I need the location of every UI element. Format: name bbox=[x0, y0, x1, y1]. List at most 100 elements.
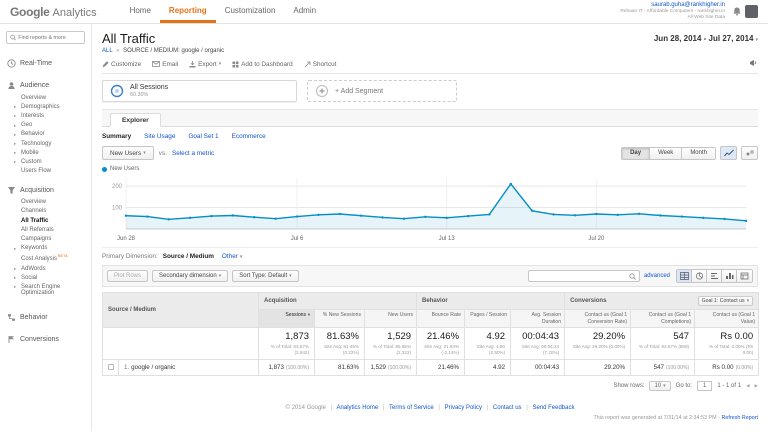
column-header-goal-completions[interactable]: Contact us (Goal 1 Completions) bbox=[630, 308, 696, 329]
breadcrumb-all-link[interactable]: ALL bbox=[102, 48, 113, 54]
table-search-box[interactable] bbox=[527, 270, 640, 282]
sort-type-button[interactable]: Sort Type: Default ▾ bbox=[232, 270, 299, 282]
add-segment-button[interactable]: + Add Segment bbox=[307, 80, 457, 102]
sidebar-item-all-traffic[interactable]: All Traffic bbox=[21, 217, 49, 224]
comparison-view-button[interactable] bbox=[722, 270, 737, 282]
column-header-percent-new-sessions[interactable]: % New Sessions bbox=[314, 308, 366, 329]
subtab-goal-set-1[interactable]: Goal Set 1 bbox=[188, 133, 219, 140]
sidebar-item-cost-analysis[interactable]: Cost AnalysisBETA bbox=[0, 253, 91, 264]
envelope-icon bbox=[152, 61, 161, 67]
sidebar-item-custom[interactable]: ▸ Custom bbox=[0, 157, 91, 166]
select-metric-link[interactable]: Select a metric bbox=[171, 149, 215, 157]
report-search-box[interactable] bbox=[6, 31, 85, 44]
sidebar-item-social[interactable]: ▸ Social bbox=[0, 273, 91, 282]
sidebar-item-channels[interactable]: Channels bbox=[21, 208, 47, 215]
sidebar-item-technology[interactable]: ▸ Technology bbox=[0, 139, 91, 148]
segment-all-sessions[interactable]: All Sessions 60.30% bbox=[102, 80, 297, 102]
secondary-dimension-button[interactable]: Secondary dimension ▾ bbox=[152, 270, 229, 282]
sidebar-item-real-time[interactable]: Real-Time bbox=[0, 56, 91, 71]
customize-button[interactable]: Customize bbox=[102, 61, 141, 68]
footer-privacy[interactable]: Privacy Policy bbox=[444, 405, 482, 412]
table-row[interactable]: 1. google / organic 1,873 (100.00%) 81.63%… bbox=[102, 359, 760, 377]
column-header-goal-conversion-rate[interactable]: Contact us (Goal 1 Conversion Rate) bbox=[564, 308, 632, 329]
footer-feedback[interactable]: Send Feedback bbox=[532, 405, 575, 412]
footer-terms[interactable]: Terms of Service bbox=[389, 405, 434, 412]
sidebar-item-mobile[interactable]: ▸ Mobile bbox=[0, 148, 91, 157]
tab-explorer[interactable]: Explorer bbox=[110, 113, 161, 127]
column-header-goal-value[interactable]: Contact us (Goal 1 Value) bbox=[694, 308, 760, 329]
footer-contact[interactable]: Contact us bbox=[492, 405, 522, 412]
primary-dimension-source-medium[interactable]: Source / Medium bbox=[162, 253, 214, 260]
sidebar-item-campaigns[interactable]: Campaigns bbox=[21, 236, 52, 243]
next-page-button[interactable]: ▶ bbox=[754, 383, 758, 389]
granularity-day[interactable]: Day bbox=[622, 147, 651, 159]
nav-reporting[interactable]: Reporting bbox=[159, 0, 216, 23]
sidebar-item-interests[interactable]: ▸ Interests bbox=[0, 111, 91, 120]
granularity-toggle: Day Week Month bbox=[621, 146, 716, 160]
sidebar-item-adwords[interactable]: ▸ AdWords bbox=[0, 264, 91, 273]
sidebar-item-all-referrals[interactable]: All Referrals bbox=[21, 226, 54, 233]
sidebar-item-geo[interactable]: ▸ Geo bbox=[0, 121, 91, 130]
sidebar-item-seo[interactable]: ▸ Search Engine Optimization bbox=[0, 282, 91, 297]
summary-sessions-sub: % of Total: 63.67% (2,942) bbox=[270, 343, 310, 355]
column-header-session-duration[interactable]: Avg. Session Duration bbox=[510, 308, 566, 329]
sidebar-item-demographics[interactable]: ▸ Demographics bbox=[0, 102, 91, 111]
percentage-view-button[interactable] bbox=[692, 270, 707, 282]
column-header-sessions[interactable]: Sessions▼ bbox=[258, 308, 316, 329]
account-email[interactable]: saurab.guha@rankhigher.in bbox=[651, 1, 725, 8]
add-to-dashboard-button[interactable]: Add to Dashboard bbox=[232, 61, 293, 68]
line-chart-mode-button[interactable] bbox=[720, 146, 737, 160]
subtab-ecommerce[interactable]: Ecommerce bbox=[231, 133, 266, 140]
subtab-site-usage[interactable]: Site Usage bbox=[144, 133, 176, 140]
column-header-new-users[interactable]: New Users bbox=[364, 308, 418, 329]
prev-page-button[interactable]: ◀ bbox=[746, 383, 750, 389]
sidebar-item-audience[interactable]: Audience bbox=[0, 78, 91, 93]
sidebar-item-audience-behavior[interactable]: ▸ Behavior bbox=[0, 130, 91, 139]
shortcut-button[interactable]: Shortcut bbox=[304, 61, 337, 68]
cell-goal-value-pct: (0.00%) bbox=[735, 365, 754, 372]
sidebar-item-users-flow[interactable]: Users Flow bbox=[21, 168, 52, 175]
report-search-input[interactable] bbox=[18, 34, 81, 41]
feedback-icon[interactable] bbox=[749, 59, 758, 69]
google-analytics-logo[interactable]: Google Analytics bbox=[10, 5, 97, 19]
granularity-week[interactable]: Week bbox=[650, 147, 683, 159]
motion-chart-mode-button[interactable] bbox=[741, 146, 758, 160]
column-header-bounce-rate[interactable]: Bounce Rate bbox=[416, 308, 466, 329]
goto-page-input[interactable]: 1 bbox=[697, 381, 713, 392]
date-range-selector[interactable]: Jun 28, 2014 - Jul 27, 2014 ▾ bbox=[654, 31, 758, 43]
granularity-month[interactable]: Month bbox=[682, 147, 715, 159]
refresh-report-link[interactable]: Refresh Report bbox=[721, 415, 758, 422]
table-view-icon bbox=[679, 272, 689, 280]
nav-customization[interactable]: Customization bbox=[224, 5, 276, 15]
footer-analytics-home[interactable]: Analytics Home bbox=[336, 405, 379, 412]
pagination-range: 1 - 1 of 1 bbox=[717, 383, 742, 390]
account-info[interactable]: saurab.guha@rankhigher.in Rehaan IT - Af… bbox=[620, 2, 725, 21]
row-checkbox[interactable] bbox=[108, 363, 114, 370]
sidebar-item-acquisition[interactable]: Acquisition bbox=[0, 183, 91, 198]
show-rows-select[interactable]: 10 ▾ bbox=[649, 381, 671, 392]
table-view-button[interactable] bbox=[677, 270, 692, 282]
nav-admin[interactable]: Admin bbox=[293, 5, 317, 15]
sidebar-item-behavior[interactable]: Behavior bbox=[0, 310, 91, 325]
email-button[interactable]: Email bbox=[152, 61, 178, 68]
table-search-input[interactable] bbox=[531, 273, 629, 279]
subtab-summary[interactable]: Summary bbox=[102, 133, 132, 140]
avatar[interactable] bbox=[745, 5, 758, 18]
notifications-bell-icon[interactable] bbox=[733, 7, 741, 16]
column-header-pages-session[interactable]: Pages / Session bbox=[464, 308, 512, 329]
primary-dimension-other[interactable]: Other ▾ bbox=[222, 253, 243, 260]
plot-rows-button[interactable]: Plot Rows bbox=[107, 270, 149, 282]
sidebar-item-conversions[interactable]: Conversions bbox=[0, 332, 91, 347]
metric-selector[interactable]: New Users ▾ bbox=[102, 146, 154, 160]
sidebar-item-audience-overview[interactable]: Overview bbox=[21, 94, 47, 101]
sidebar-item-keywords[interactable]: ▸ Keywords bbox=[0, 244, 91, 253]
performance-view-button[interactable] bbox=[707, 270, 722, 282]
pivot-view-button[interactable] bbox=[737, 270, 752, 282]
advanced-search-link[interactable]: advanced bbox=[643, 273, 670, 279]
dimension-column-header[interactable]: Source / Medium bbox=[101, 291, 260, 329]
goal-selector[interactable]: Goal 1: Contact us ▾ bbox=[697, 296, 754, 306]
export-button[interactable]: Export ▾ bbox=[189, 60, 221, 68]
sidebar-item-acquisition-overview[interactable]: Overview bbox=[21, 199, 47, 206]
nav-home[interactable]: Home bbox=[129, 5, 151, 15]
logo-google-text: Google bbox=[10, 4, 50, 19]
